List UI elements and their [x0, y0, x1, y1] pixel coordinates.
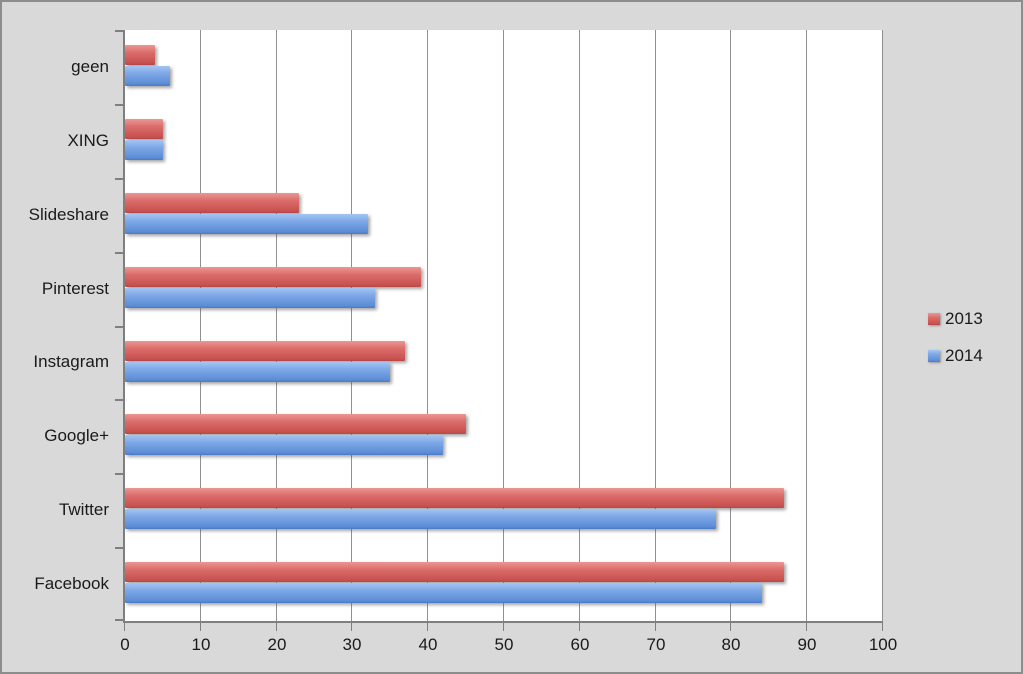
x-tick-mark-100	[882, 623, 883, 631]
bar-2013-facebook	[125, 562, 784, 582]
x-tick-label-90: 90	[797, 635, 817, 654]
x-tick-mark-80	[730, 623, 731, 631]
legend-label-2014: 2014	[945, 346, 983, 365]
bar-2014-xing	[125, 140, 163, 160]
legend-entry-2014: 2014	[928, 346, 983, 366]
bar-2013-xing	[125, 119, 163, 139]
y-tick-mark	[115, 619, 123, 621]
gridline-40	[427, 30, 428, 621]
y-tick-mark	[115, 30, 123, 32]
gridline-80	[730, 30, 731, 621]
x-tick-mark-40	[427, 623, 428, 631]
category-label-twitter: Twitter	[58, 500, 109, 519]
x-tick-label-70: 70	[646, 635, 666, 654]
bar-2013-slideshare	[125, 193, 299, 213]
gridline-20	[276, 30, 277, 621]
bar-2013-instagram	[125, 341, 405, 361]
y-tick-mark	[115, 326, 123, 328]
y-tick-mark	[115, 104, 123, 106]
category-label-xing: XING	[67, 131, 109, 150]
x-tick-mark-70	[655, 623, 656, 631]
x-tick-mark-30	[351, 623, 352, 631]
bar-2013-twitter	[125, 488, 784, 508]
gridline-100	[882, 30, 883, 621]
category-label-instagram: Instagram	[33, 352, 109, 371]
x-tick-label-30: 30	[342, 635, 362, 654]
y-tick-mark	[115, 178, 123, 180]
y-tick-mark	[115, 547, 123, 549]
bar-2014-pinterest	[125, 288, 375, 308]
category-label-google-: Google+	[44, 426, 109, 445]
bar-2014-slideshare	[125, 214, 368, 234]
y-axis-line	[123, 30, 125, 623]
category-label-geen: geen	[71, 57, 109, 76]
gridline-90	[806, 30, 807, 621]
x-tick-label-80: 80	[721, 635, 741, 654]
legend-label-2013: 2013	[945, 309, 983, 328]
bar-2014-geen	[125, 66, 170, 86]
legend-swatch-2014	[928, 350, 940, 362]
x-tick-mark-10	[200, 623, 201, 631]
x-axis-line	[123, 621, 883, 623]
bar-2013-geen	[125, 45, 155, 65]
x-tick-label-50: 50	[494, 635, 514, 654]
bar-2014-facebook	[125, 583, 762, 603]
x-tick-label-0: 0	[120, 635, 130, 654]
bar-2014-twitter	[125, 509, 716, 529]
legend: 2013 2014	[928, 309, 983, 383]
x-tick-label-20: 20	[267, 635, 287, 654]
y-tick-mark	[115, 252, 123, 254]
gridline-10	[200, 30, 201, 621]
x-tick-label-40: 40	[418, 635, 438, 654]
bar-2013-google-	[125, 414, 466, 434]
gridline-30	[351, 30, 352, 621]
x-tick-label-10: 10	[191, 635, 211, 654]
x-tick-mark-20	[276, 623, 277, 631]
x-tick-mark-90	[806, 623, 807, 631]
gridline-70	[655, 30, 656, 621]
category-label-slideshare: Slideshare	[28, 205, 109, 224]
x-tick-mark-0	[124, 623, 125, 631]
plot-area	[125, 30, 883, 621]
y-tick-mark	[115, 399, 123, 401]
x-tick-label-60: 60	[570, 635, 590, 654]
gridline-60	[579, 30, 580, 621]
bar-2014-google-	[125, 435, 443, 455]
bar-2013-pinterest	[125, 267, 421, 287]
legend-swatch-2013	[928, 313, 940, 325]
bar-2014-instagram	[125, 362, 390, 382]
category-label-facebook: Facebook	[34, 574, 109, 593]
category-label-pinterest: Pinterest	[41, 279, 109, 298]
x-tick-label-100: 100	[868, 635, 898, 654]
x-tick-mark-50	[503, 623, 504, 631]
y-tick-mark	[115, 473, 123, 475]
x-tick-mark-60	[579, 623, 580, 631]
gridline-50	[503, 30, 504, 621]
legend-entry-2013: 2013	[928, 309, 983, 329]
